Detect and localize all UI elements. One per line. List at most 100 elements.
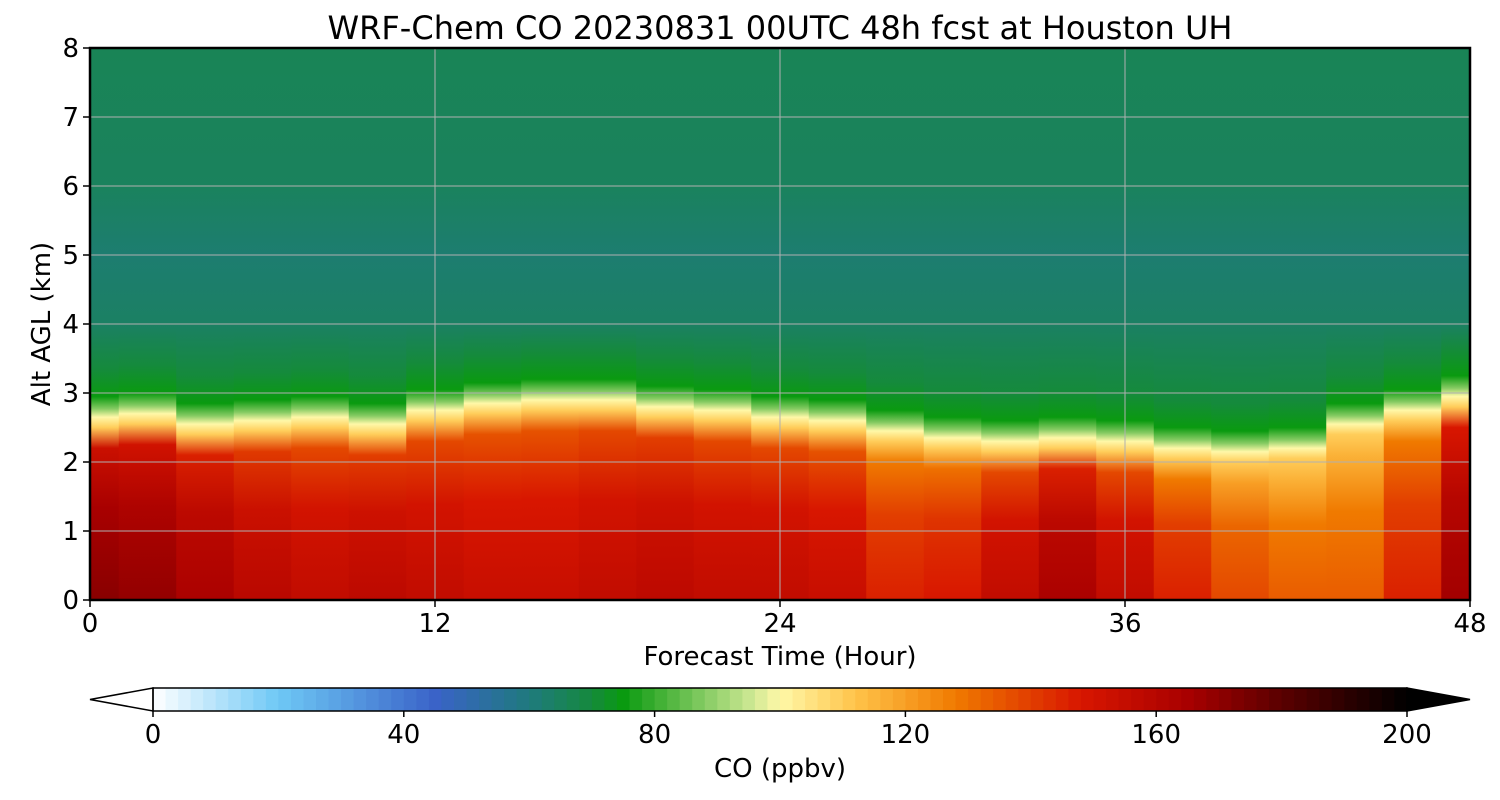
- colorbar-label: CO (ppbv): [714, 754, 846, 784]
- colorbar-segment: [566, 688, 580, 711]
- colorbar-segment: [704, 688, 718, 711]
- x-tick-label: 48: [1453, 609, 1486, 639]
- colorbar-segment: [805, 688, 819, 711]
- colorbar-segment: [767, 688, 781, 711]
- colorbar-segment: [917, 688, 931, 711]
- colorbar-segment: [679, 688, 693, 711]
- colorbar-segment: [1294, 688, 1308, 711]
- colorbar-segment: [604, 688, 618, 711]
- colorbar-segment: [1030, 688, 1044, 711]
- colorbar-extend-min: [89, 687, 154, 712]
- colorbar-tick-label: 200: [1382, 720, 1432, 750]
- colorbar-segment: [316, 688, 330, 711]
- colorbar-segment: [1156, 688, 1170, 711]
- colorbar-segment: [516, 688, 530, 711]
- colorbar-segment: [930, 688, 944, 711]
- y-tick-label: 6: [62, 172, 79, 202]
- colorbar-segment: [993, 688, 1007, 711]
- colorbar-segment: [1369, 688, 1383, 711]
- colorbar-segment: [817, 688, 831, 711]
- y-tick-label: 5: [62, 241, 79, 271]
- y-tick-label: 1: [62, 517, 79, 547]
- colorbar-segment: [830, 688, 844, 711]
- y-tick-label: 7: [62, 103, 79, 133]
- colorbar-segment: [303, 688, 317, 711]
- colorbar-segment: [717, 688, 731, 711]
- colorbar-segment: [980, 688, 994, 711]
- x-tick-label: 24: [763, 609, 796, 639]
- colorbar-segment: [1106, 688, 1120, 711]
- colorbar-segment: [792, 688, 806, 711]
- colorbar-segment: [642, 688, 656, 711]
- colorbar-segment: [1206, 688, 1220, 711]
- colorbar-segment: [554, 688, 568, 711]
- colorbar-segment: [616, 688, 631, 711]
- colorbar-segment: [416, 688, 430, 711]
- y-axis: 0 1 2 3 4 5 6 7 8: [62, 34, 90, 616]
- colorbar-segment: [1131, 688, 1145, 711]
- colorbar-segment: [165, 688, 179, 711]
- colorbar-segment: [240, 688, 254, 711]
- colorbar-segment: [1281, 688, 1295, 711]
- colorbar-segment: [729, 688, 743, 711]
- colorbar-segment: [1043, 688, 1057, 711]
- colorbar-segment: [1256, 688, 1270, 711]
- colorbar-segment: [1319, 688, 1333, 711]
- colorbar-segment: [1068, 688, 1082, 711]
- x-tick-label: 12: [418, 609, 451, 639]
- chart-title: WRF-Chem CO 20230831 00UTC 48h fcst at H…: [328, 9, 1233, 47]
- colorbar-segment: [215, 688, 229, 711]
- colorbar-tick-label: 0: [145, 720, 162, 750]
- x-tick-label: 0: [82, 609, 99, 639]
- colorbar: 0 40 80 120 160 200: [89, 687, 1471, 750]
- colorbar-segment: [428, 688, 442, 711]
- x-axis-label: Forecast Time (Hour): [643, 642, 916, 672]
- colorbar-segment: [353, 688, 367, 711]
- colorbar-segment: [1356, 688, 1370, 711]
- colorbar-segment: [1193, 688, 1207, 711]
- y-tick-label: 4: [62, 310, 79, 340]
- colorbar-segment: [378, 688, 392, 711]
- colorbar-segment: [667, 688, 681, 711]
- colorbar-segment: [290, 688, 304, 711]
- colorbar-segment: [341, 688, 355, 711]
- colorbar-segment: [1118, 688, 1132, 711]
- grid-lines: [90, 48, 1470, 600]
- colorbar-segment: [905, 688, 919, 711]
- colorbar-segment: [278, 688, 292, 711]
- colorbar-tick-label: 160: [1131, 720, 1181, 750]
- colorbar-segment: [867, 688, 881, 711]
- colorbar-segment: [754, 688, 768, 711]
- colorbar-segment: [1243, 688, 1258, 711]
- colorbar-segment: [780, 688, 794, 711]
- colorbar-segment: [692, 688, 706, 711]
- colorbar-tick-label: 120: [881, 720, 931, 750]
- colorbar-extend-max: [1406, 687, 1471, 712]
- colorbar-segment: [842, 688, 856, 711]
- colorbar-segment: [968, 688, 982, 711]
- colorbar-segment: [228, 688, 242, 711]
- colorbar-segment: [654, 688, 668, 711]
- colorbar-segment: [441, 688, 455, 711]
- colorbar-frame: [152, 687, 1408, 712]
- colorbar-segment: [892, 688, 906, 711]
- colorbar-segment: [742, 688, 756, 711]
- x-tick-label: 36: [1108, 609, 1141, 639]
- colorbar-segment: [466, 688, 480, 711]
- colorbar-segment: [1080, 688, 1094, 711]
- colorbar-segment: [1005, 688, 1019, 711]
- colorbar-tick-label: 40: [387, 720, 420, 750]
- colorbar-segment: [579, 688, 593, 711]
- colorbar-segment: [541, 688, 555, 711]
- y-tick-label: 0: [62, 586, 79, 616]
- colorbar-segment: [366, 688, 380, 711]
- colorbar-segment: [1093, 688, 1107, 711]
- colorbar-segment: [1306, 688, 1320, 711]
- colorbar-segment: [190, 688, 204, 711]
- colorbar-segment: [1231, 688, 1245, 711]
- colorbar-segment: [253, 688, 267, 711]
- colorbar-segment: [153, 688, 167, 711]
- colorbar-segment: [1381, 688, 1395, 711]
- colorbar-segment: [1218, 688, 1232, 711]
